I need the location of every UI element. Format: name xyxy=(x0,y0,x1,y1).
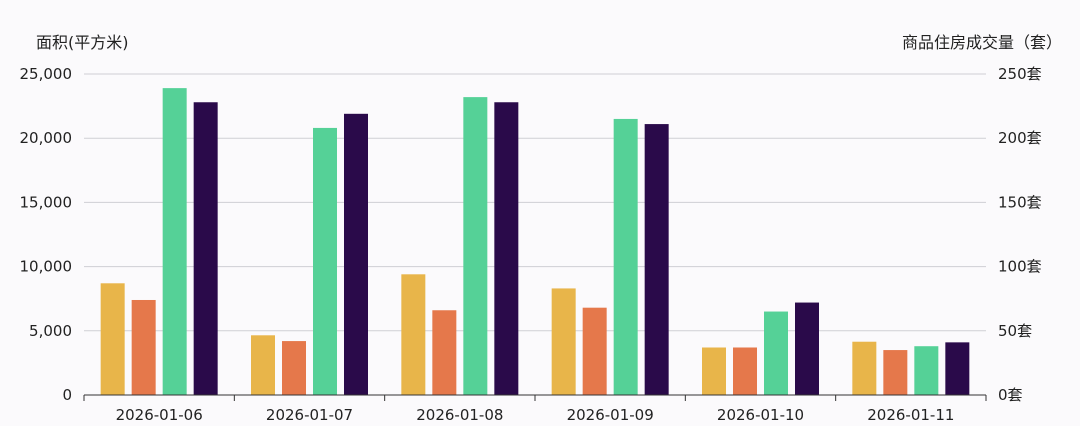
left-tick-label: 0 xyxy=(62,386,72,404)
bar xyxy=(702,347,726,395)
right-tick-label: 150套 xyxy=(998,193,1042,211)
bar xyxy=(582,307,607,395)
bar xyxy=(551,288,576,395)
bar xyxy=(162,88,187,396)
right-tick-label: 250套 xyxy=(998,65,1042,83)
x-tick-label: 2026-01-07 xyxy=(266,406,353,424)
bar xyxy=(401,274,426,395)
bar xyxy=(494,102,519,396)
bar xyxy=(463,97,488,395)
left-tick-label: 20,000 xyxy=(20,129,73,147)
bars xyxy=(100,88,970,396)
right-tick-label: 100套 xyxy=(998,258,1042,276)
x-tick-label: 2026-01-06 xyxy=(116,406,203,424)
bar xyxy=(914,346,939,395)
x-tick-label: 2026-01-10 xyxy=(717,406,804,424)
bar xyxy=(131,299,156,395)
bar xyxy=(733,347,757,395)
right-tick-label: 50套 xyxy=(998,322,1032,340)
bar xyxy=(764,311,788,395)
x-tick-label: 2026-01-09 xyxy=(567,406,654,424)
bar xyxy=(344,113,368,395)
bar xyxy=(883,350,908,395)
left-tick-label: 5,000 xyxy=(29,322,72,340)
left-tick-label: 25,000 xyxy=(20,65,73,83)
bar xyxy=(432,310,457,395)
bar xyxy=(644,124,669,396)
right-tick-label: 200套 xyxy=(998,129,1042,147)
bar xyxy=(852,341,877,395)
bar xyxy=(282,341,306,395)
bar xyxy=(795,302,819,395)
x-tick-label: 2026-01-08 xyxy=(416,406,503,424)
bar xyxy=(193,102,218,396)
x-tick-label: 2026-01-11 xyxy=(867,406,954,424)
right-tick-label: 0套 xyxy=(998,386,1023,404)
bar xyxy=(613,118,638,395)
left-axis-title: 面积(平方米) xyxy=(36,33,129,52)
grid xyxy=(84,73,986,332)
bar xyxy=(945,342,970,395)
bar xyxy=(313,127,337,395)
tick-labels: 0 0套 5,000 50套 10,000 100套 15,000 150套 20,000 200… xyxy=(20,65,1042,424)
axes xyxy=(83,394,987,401)
right-axis-title: 商品住房成交量（套） xyxy=(902,33,1062,52)
bar xyxy=(251,335,275,395)
left-tick-label: 15,000 xyxy=(20,193,73,211)
bar xyxy=(100,283,125,395)
left-tick-label: 10,000 xyxy=(20,258,73,276)
